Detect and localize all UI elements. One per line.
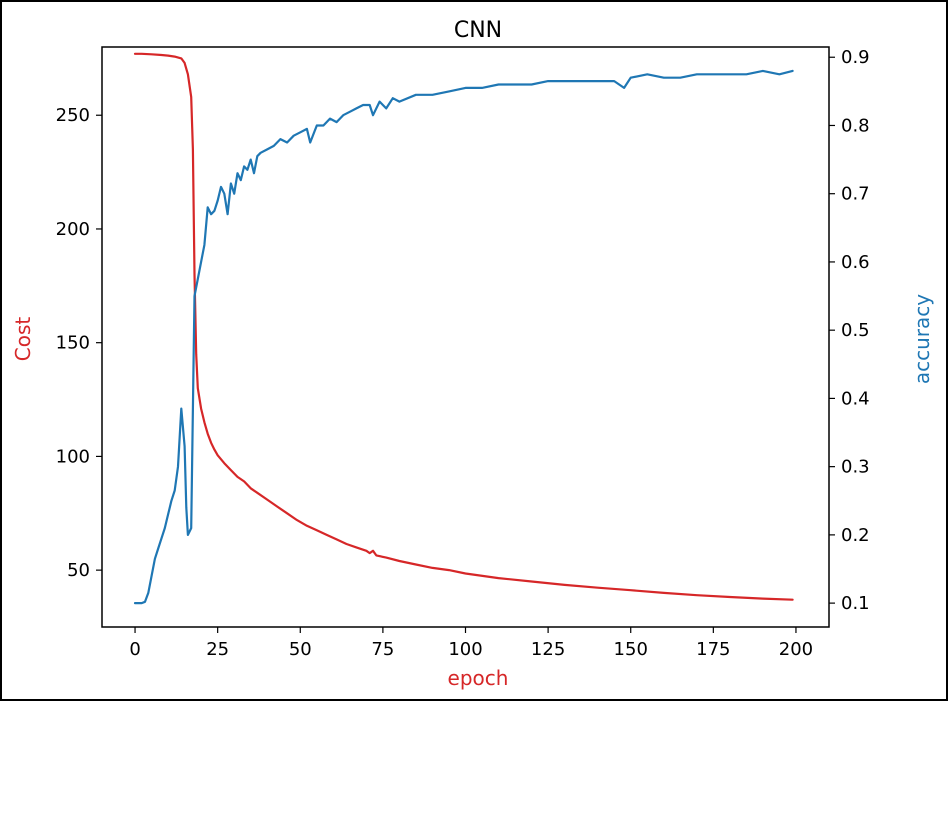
right-tick-label: 0.9 <box>841 47 870 68</box>
x-tick-label: 50 <box>289 639 312 660</box>
chart: CNN epoch Cost accuracy 0 25 50 75 100 125 150… <box>11 18 934 690</box>
figure-frame: CNN epoch Cost accuracy 0 25 50 75 100 125 150… <box>0 0 948 701</box>
x-tick-label: 150 <box>614 639 648 660</box>
x-tick-label: 75 <box>371 639 394 660</box>
left-tick-label: 50 <box>67 560 90 581</box>
x-tick-label: 175 <box>696 639 730 660</box>
x-tick-label: 100 <box>448 639 482 660</box>
chart-title: CNN <box>454 18 502 43</box>
left-tick-label: 100 <box>56 446 90 467</box>
right-tick-label: 0.5 <box>841 320 870 341</box>
left-tick-label: 150 <box>56 333 90 354</box>
x-tick-label: 0 <box>129 639 140 660</box>
right-tick-label: 0.6 <box>841 252 870 273</box>
right-tick-label: 0.7 <box>841 184 870 205</box>
right-tick-label: 0.3 <box>841 457 870 478</box>
cost-series-line <box>133 52 794 601</box>
x-tick-label: 200 <box>779 639 813 660</box>
x-tick-label: 125 <box>531 639 565 660</box>
right-tick-label: 0.2 <box>841 525 870 546</box>
right-tick-label: 0.4 <box>841 388 870 409</box>
x-tick-label: 25 <box>206 639 229 660</box>
right-axis-label: accuracy <box>910 294 934 384</box>
right-tick-label: 0.8 <box>841 115 870 136</box>
left-tick-label: 250 <box>56 105 90 126</box>
right-tick-label: 0.1 <box>841 593 870 614</box>
left-tick-label: 200 <box>56 219 90 240</box>
x-axis-label: epoch <box>448 666 509 690</box>
accuracy-series-line <box>133 69 794 605</box>
left-axis-label: Cost <box>11 317 35 362</box>
plot-area-frame <box>101 46 830 628</box>
